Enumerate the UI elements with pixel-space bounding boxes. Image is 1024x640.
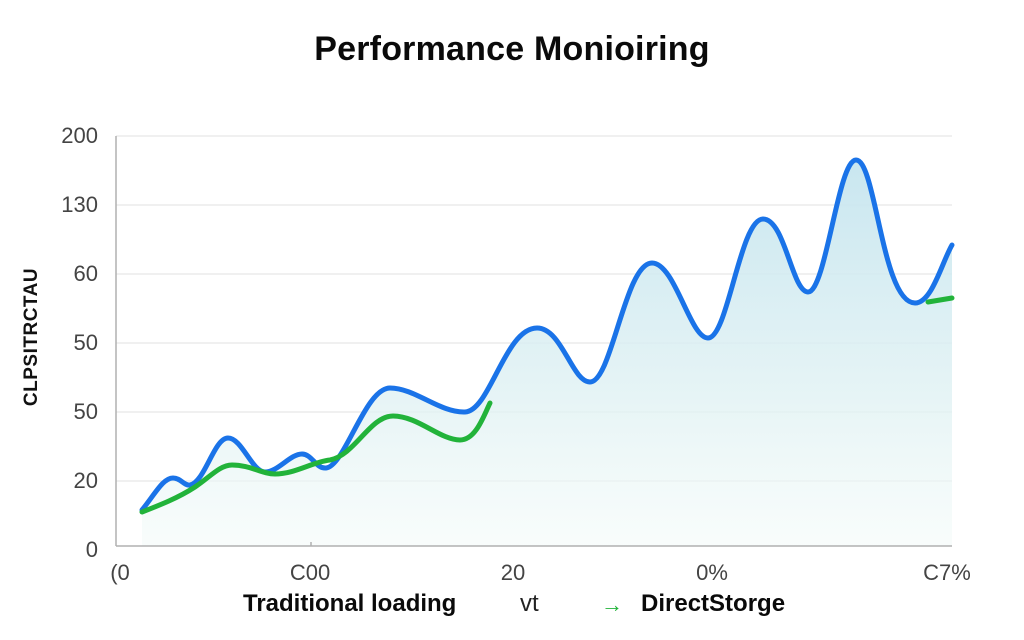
- legend-item-traditional-loading: Traditional loading: [243, 590, 457, 617]
- traditional-loading-line: [139, 157, 955, 513]
- legend-item-direct-storage: DirectStorge: [641, 590, 786, 617]
- legend-separator: vt: [520, 590, 539, 617]
- y-tick-label: 0: [85, 537, 98, 562]
- x-tick-label: 20: [500, 560, 526, 585]
- x-tick-label: C00: [289, 560, 331, 585]
- y-tick-label: 200: [61, 123, 98, 148]
- direct-storage-trailing-segment: [925, 295, 955, 305]
- legend: Traditional loading vt → DirectStorge: [0, 590, 1024, 622]
- chart-title: Performance Monioiring: [314, 30, 710, 68]
- x-tick-label: (0: [110, 560, 130, 585]
- arrow-right-icon: →: [601, 592, 623, 617]
- y-tick-label: 20: [73, 468, 98, 493]
- y-tick-label: 130: [61, 192, 98, 217]
- direct-storage-line: [139, 400, 493, 515]
- traditional-loading-area: [142, 160, 952, 546]
- axes: [115, 136, 952, 547]
- x-tick-label: 0%: [696, 560, 728, 585]
- y-tick-label: 60: [73, 261, 98, 286]
- x-tick-label: C7%: [923, 560, 971, 585]
- y-tick-label: 50: [73, 399, 98, 424]
- y-tick-label: 50: [73, 330, 98, 355]
